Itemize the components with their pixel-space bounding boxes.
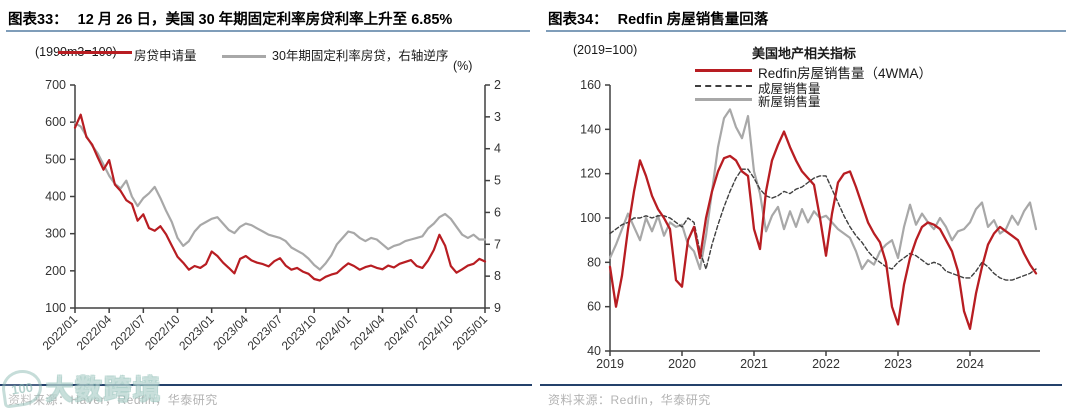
svg-text:60: 60 <box>587 300 601 314</box>
svg-text:160: 160 <box>580 78 601 92</box>
svg-text:2022: 2022 <box>812 357 840 371</box>
svg-text:200: 200 <box>45 264 66 278</box>
svg-text:9: 9 <box>494 301 501 315</box>
svg-text:2023: 2023 <box>884 357 912 371</box>
figure33-title: 图表33： 12 月 26 日，美国 30 年期固定利率房贷利率上升至 6.85% <box>8 8 452 29</box>
figure33-label: 图表33： <box>8 12 68 28</box>
svg-text:80: 80 <box>587 255 601 269</box>
figure33-title-text: 12 月 26 日，美国 30 年期固定利率房贷利率上升至 6.85% <box>77 12 453 28</box>
svg-text:400: 400 <box>45 190 66 204</box>
legend-label-existing-homes: 成屋销售量 <box>758 82 821 96</box>
svg-text:600: 600 <box>45 115 66 129</box>
svg-text:2024/01: 2024/01 <box>313 312 354 353</box>
svg-text:100: 100 <box>45 301 66 315</box>
legend-line-mortgage-rate <box>222 55 266 58</box>
legend-line-redfin <box>695 69 752 72</box>
svg-text:140: 140 <box>580 122 601 136</box>
svg-text:700: 700 <box>45 78 66 92</box>
right-bottom-divider <box>540 384 1062 386</box>
svg-text:40: 40 <box>587 344 601 358</box>
figure34-label: 图表34： <box>548 12 608 28</box>
svg-text:2022/10: 2022/10 <box>142 312 183 353</box>
svg-text:2022/04: 2022/04 <box>74 312 115 353</box>
svg-text:2025/01: 2025/01 <box>450 312 491 353</box>
left-source-note: 资料来源：Haver，Redfin，华泰研究 <box>8 393 218 407</box>
figure33-title-underline <box>6 30 530 32</box>
left-bottom-divider <box>0 384 532 386</box>
svg-text:5: 5 <box>494 174 501 188</box>
legend-line-existing-homes <box>695 85 752 87</box>
svg-text:2024/07: 2024/07 <box>381 312 422 353</box>
legend-label-mortgage-rate: 30年期固定利率房贷，右轴逆序 <box>272 49 449 63</box>
svg-text:2024/04: 2024/04 <box>347 312 388 353</box>
figure34-title-text: Redfin 房屋销售量回落 <box>617 12 769 28</box>
svg-text:120: 120 <box>580 167 601 181</box>
legend-line-new-homes <box>695 98 752 101</box>
left-chart: 700600500400300200100234567892022/012022… <box>40 78 501 353</box>
legend-line-mortgage-apps <box>58 51 132 54</box>
right-source-note: 资料来源：Redfin，华泰研究 <box>548 393 711 407</box>
svg-text:500: 500 <box>45 152 66 166</box>
right-chart-inner-title: 美国地产相关指标 <box>752 46 857 61</box>
figure34-title-underline <box>546 30 1066 32</box>
svg-text:2019: 2019 <box>596 357 624 371</box>
svg-text:2024: 2024 <box>956 357 984 371</box>
right-chart-unit-label: (2019=100) <box>573 43 638 57</box>
svg-text:4: 4 <box>494 142 501 156</box>
figure34-title: 图表34： Redfin 房屋销售量回落 <box>548 8 768 29</box>
svg-text:100: 100 <box>580 211 601 225</box>
svg-text:2021: 2021 <box>740 357 768 371</box>
svg-text:2: 2 <box>494 78 501 92</box>
svg-text:2024/10: 2024/10 <box>415 312 456 353</box>
svg-text:2023/10: 2023/10 <box>279 312 320 353</box>
svg-text:300: 300 <box>45 227 66 241</box>
svg-text:7: 7 <box>494 237 501 251</box>
svg-text:6: 6 <box>494 205 501 219</box>
right-axis-unit-label: (%) <box>453 59 473 73</box>
svg-text:2020: 2020 <box>668 357 696 371</box>
svg-text:2022/07: 2022/07 <box>108 312 149 353</box>
svg-text:3: 3 <box>494 110 501 124</box>
svg-text:8: 8 <box>494 269 501 283</box>
legend-label-new-homes: 新屋销售量 <box>758 95 821 109</box>
legend-label-redfin: Redfin房屋销售量（4WMA） <box>758 66 933 81</box>
svg-text:2023/07: 2023/07 <box>245 312 286 353</box>
legend-label-mortgage-apps: 房贷申请量 <box>134 49 197 63</box>
svg-text:2023/04: 2023/04 <box>210 312 251 353</box>
svg-text:2023/01: 2023/01 <box>176 312 217 353</box>
svg-text:2022/01: 2022/01 <box>40 312 81 353</box>
